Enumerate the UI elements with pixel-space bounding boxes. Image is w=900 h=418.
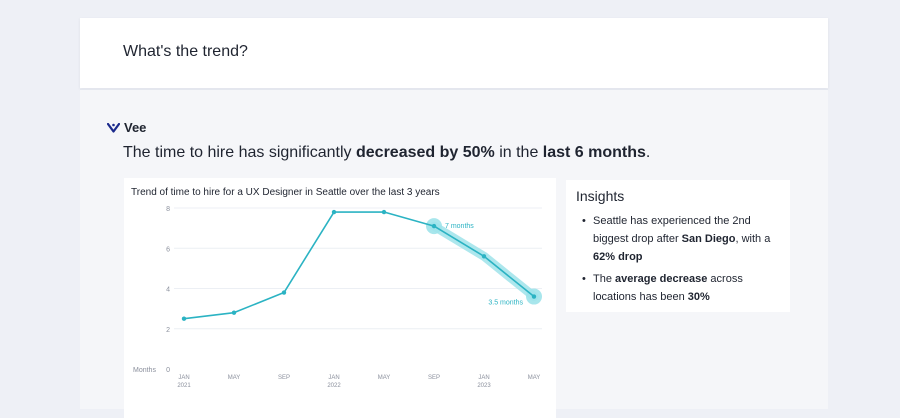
vee-logo-icon: [107, 122, 120, 133]
insights-panel: Insights • Seattle has experienced the 2…: [566, 180, 790, 312]
chart-title: Trend of time to hire for a UX Designer …: [131, 187, 440, 198]
annotation-label: 3.5 months: [488, 300, 523, 307]
x-tick-label: SEP: [428, 375, 440, 381]
insights-title: Insights: [576, 188, 625, 204]
question-card: What's the trend?: [80, 18, 828, 88]
x-tick-year-label: 2023: [477, 383, 491, 389]
x-tick-year-label: 2022: [327, 383, 341, 389]
data-point: [481, 254, 487, 259]
x-tick-label: MAY: [528, 375, 541, 381]
x-tick-label: JAN: [478, 375, 489, 381]
data-point: [381, 209, 387, 215]
x-tick-label: MAY: [228, 375, 241, 381]
x-tick-year-label: 2021: [177, 383, 191, 389]
bullet-icon: •: [582, 273, 586, 285]
y-tick-label: 4: [166, 287, 170, 294]
highlight-band: [429, 221, 539, 302]
answer-summary: The time to hire has significantly decre…: [123, 144, 651, 161]
y-axis-label: Months: [133, 367, 156, 374]
data-point: [431, 223, 437, 229]
y-tick-label: 2: [166, 327, 170, 334]
data-point: [231, 310, 237, 315]
answer-card: Vee The time to hire has significantly d…: [80, 89, 828, 418]
y-tick-label: 6: [166, 246, 170, 253]
question-text: What's the trend?: [123, 43, 248, 60]
line-chart: 0 2 4 6 8 Months JAN 2021 MAY SEP JAN 2022 MAY SEP JAN…: [133, 206, 542, 389]
data-point: [531, 294, 537, 299]
data-point: [281, 290, 287, 295]
data-point: [331, 209, 337, 215]
y-tick-label: 0: [166, 367, 170, 374]
x-tick-label: MAY: [378, 375, 391, 381]
annotation-label: 7 months: [445, 223, 474, 230]
assistant-header: Vee: [107, 120, 146, 135]
assistant-name: Vee: [124, 120, 147, 135]
insight-item: • The average decrease across locations …: [582, 270, 782, 306]
x-tick-label: JAN: [178, 375, 189, 381]
bullet-icon: •: [582, 215, 586, 227]
x-tick-label: SEP: [278, 375, 290, 381]
chart-panel: Trend of time to hire for a UX Designer …: [124, 178, 556, 418]
insight-item: • Seattle has experienced the 2nd bigges…: [582, 212, 782, 266]
x-tick-label: JAN: [328, 375, 339, 381]
series-line: [183, 211, 535, 320]
data-point: [181, 316, 187, 321]
y-tick-label: 8: [166, 206, 170, 213]
